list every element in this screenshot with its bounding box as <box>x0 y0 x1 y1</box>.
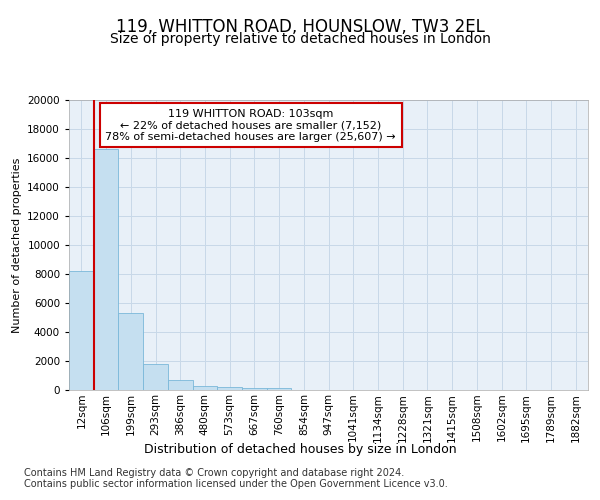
Bar <box>217 387 242 390</box>
Bar <box>69 271 94 390</box>
Y-axis label: Number of detached properties: Number of detached properties <box>11 158 22 332</box>
Bar <box>193 386 217 390</box>
Text: Contains HM Land Registry data © Crown copyright and database right 2024.
Contai: Contains HM Land Registry data © Crown c… <box>24 468 448 489</box>
Bar <box>143 364 168 390</box>
Bar <box>242 388 267 390</box>
Bar <box>118 313 143 390</box>
Bar <box>94 150 118 390</box>
Bar <box>168 380 193 390</box>
Text: 119, WHITTON ROAD, HOUNSLOW, TW3 2EL: 119, WHITTON ROAD, HOUNSLOW, TW3 2EL <box>116 18 484 36</box>
Text: Size of property relative to detached houses in London: Size of property relative to detached ho… <box>110 32 490 46</box>
Text: Distribution of detached houses by size in London: Distribution of detached houses by size … <box>143 442 457 456</box>
Bar <box>267 388 292 390</box>
Text: 119 WHITTON ROAD: 103sqm
← 22% of detached houses are smaller (7,152)
78% of sem: 119 WHITTON ROAD: 103sqm ← 22% of detach… <box>106 108 396 142</box>
